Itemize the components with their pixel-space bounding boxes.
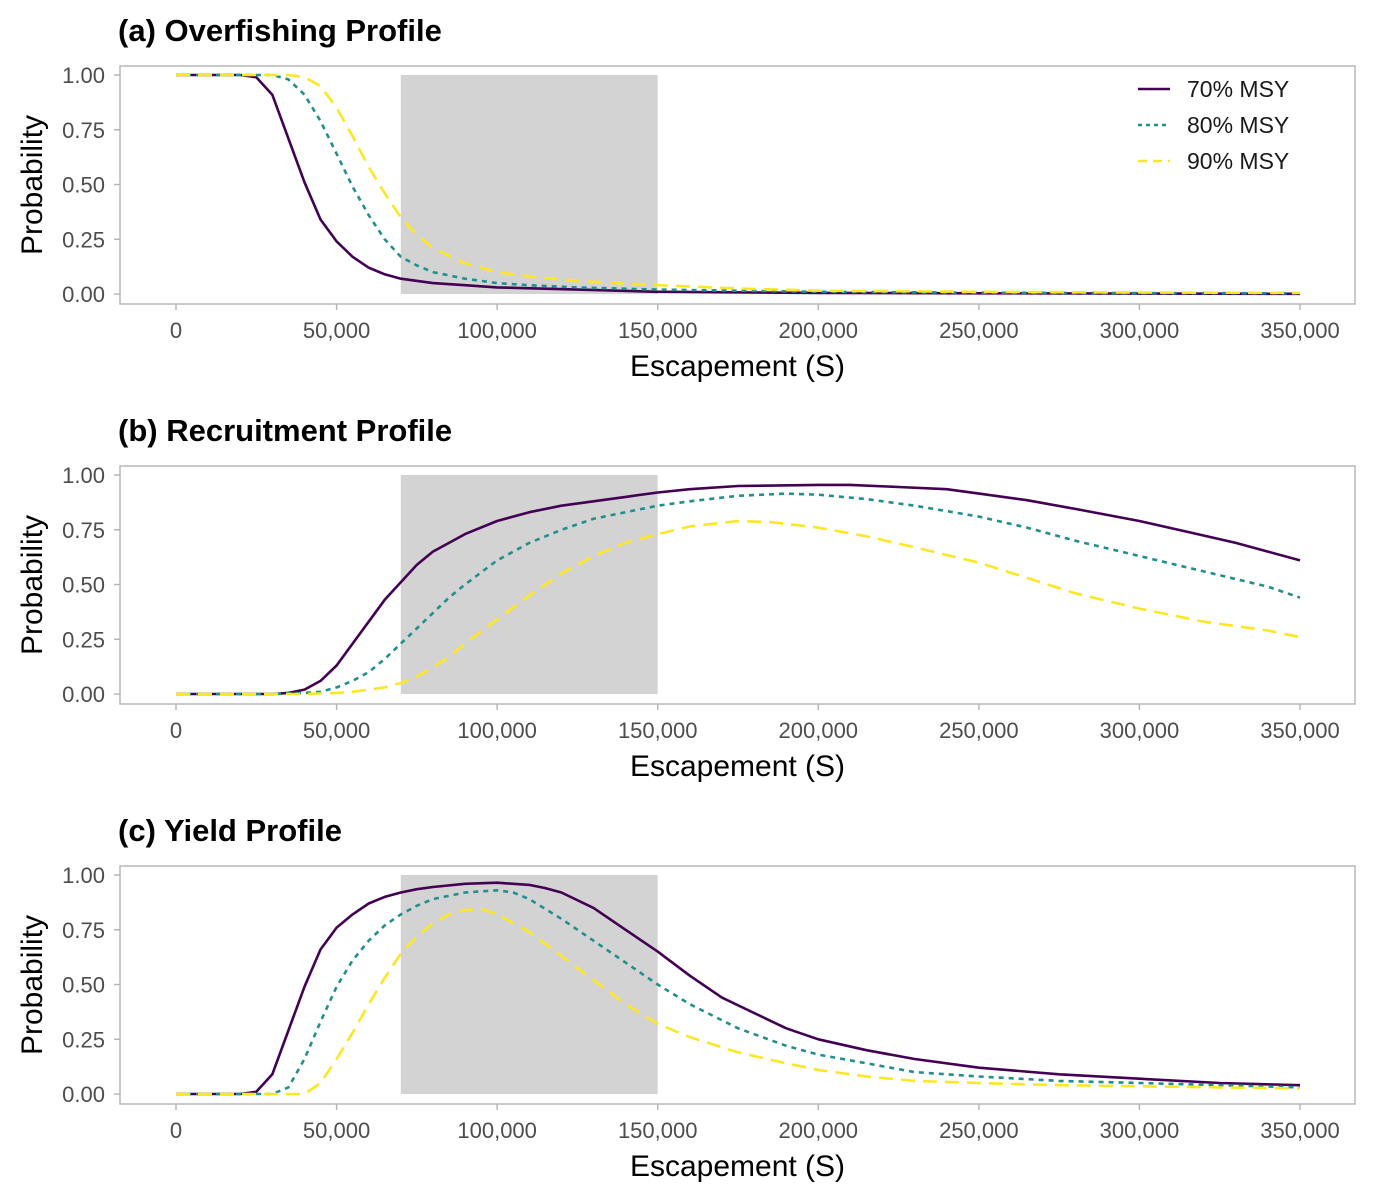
legend: 70% MSY 80% MSY 90% MSY xyxy=(1138,76,1289,174)
y-tick-label: 0.50 xyxy=(62,173,105,198)
x-tick-label: 250,000 xyxy=(939,318,1019,343)
x-tick-label: 200,000 xyxy=(779,318,859,343)
x-axis-title: Escapement (S) xyxy=(630,750,845,783)
x-axis-title: Escapement (S) xyxy=(630,350,845,383)
x-tick-label: 150,000 xyxy=(618,718,698,743)
x-tick-label: 0 xyxy=(170,318,182,343)
y-tick-label: 0.50 xyxy=(62,973,105,998)
series-line-90-msy xyxy=(176,907,1301,1096)
series-line-70-msy xyxy=(176,73,1301,296)
y-axis-title: Probability xyxy=(16,515,49,655)
x-tick-label: 100,000 xyxy=(457,718,537,743)
panel-1: (a) Overfishing Profile 0.00 0.25 0.50 0.75 1… xyxy=(16,13,1356,383)
x-tick-label: 50,000 xyxy=(303,318,370,343)
x-tick-label: 200,000 xyxy=(779,718,859,743)
y-tick-label: 0.25 xyxy=(62,227,105,252)
x-tick-label: 300,000 xyxy=(1100,1118,1180,1143)
y-tick-label: 1.00 xyxy=(62,63,105,88)
legend-label: 80% MSY xyxy=(1187,112,1289,138)
y-tick-label: 1.00 xyxy=(62,463,105,488)
series-line-70-msy xyxy=(176,483,1301,696)
series-line-90-msy xyxy=(176,73,1301,295)
y-tick-label: 0.75 xyxy=(62,118,105,143)
x-tick-label: 200,000 xyxy=(779,1118,859,1143)
x-tick-label: 100,000 xyxy=(457,1118,537,1143)
y-tick-label: 0.25 xyxy=(62,627,105,652)
x-tick-label: 250,000 xyxy=(939,1118,1019,1143)
y-tick-label: 0.75 xyxy=(62,918,105,943)
y-axis-title: Probability xyxy=(16,115,49,255)
panel-2: (b) Recruitment Profile 0.00 0.25 0.50 0.75 1… xyxy=(16,413,1356,783)
goal-range-shade xyxy=(400,475,658,694)
x-axis-title: Escapement (S) xyxy=(630,1150,845,1183)
y-tick-label: 0.50 xyxy=(62,573,105,598)
y-tick-label: 0.25 xyxy=(62,1027,105,1052)
y-tick-label: 0.00 xyxy=(62,1082,105,1107)
x-tick-label: 300,000 xyxy=(1100,318,1180,343)
series-line-70-msy xyxy=(176,881,1301,1096)
goal-range-shade xyxy=(400,75,658,294)
plot-frame xyxy=(119,465,1356,705)
legend-label: 70% MSY xyxy=(1187,76,1289,102)
x-tick-label: 350,000 xyxy=(1260,718,1340,743)
x-tick-label: 350,000 xyxy=(1260,318,1340,343)
panel-3: (c) Yield Profile 0.00 0.25 0.50 0.75 1.00 0 50… xyxy=(16,813,1356,1183)
y-tick-label: 0.00 xyxy=(62,282,105,307)
x-tick-label: 100,000 xyxy=(457,318,537,343)
x-tick-label: 250,000 xyxy=(939,718,1019,743)
y-tick-label: 0.75 xyxy=(62,518,105,543)
series-line-80-msy xyxy=(176,73,1301,295)
y-axis-title: Probability xyxy=(16,915,49,1055)
x-tick-label: 350,000 xyxy=(1260,1118,1340,1143)
series-line-90-msy xyxy=(176,519,1301,696)
panel-title: (a) Overfishing Profile xyxy=(118,13,442,48)
x-tick-label: 150,000 xyxy=(618,318,698,343)
goal-range-shade xyxy=(400,875,658,1094)
x-tick-label: 50,000 xyxy=(303,718,370,743)
panel-title: (b) Recruitment Profile xyxy=(118,413,452,448)
x-tick-label: 50,000 xyxy=(303,1118,370,1143)
y-tick-label: 1.00 xyxy=(62,863,105,888)
y-tick-label: 0.00 xyxy=(62,682,105,707)
x-tick-label: 150,000 xyxy=(618,1118,698,1143)
legend-label: 90% MSY xyxy=(1187,148,1289,174)
x-tick-label: 0 xyxy=(170,718,182,743)
series-line-80-msy xyxy=(176,492,1301,696)
x-tick-label: 0 xyxy=(170,1118,182,1143)
panel-title: (c) Yield Profile xyxy=(118,813,342,848)
x-tick-label: 300,000 xyxy=(1100,718,1180,743)
